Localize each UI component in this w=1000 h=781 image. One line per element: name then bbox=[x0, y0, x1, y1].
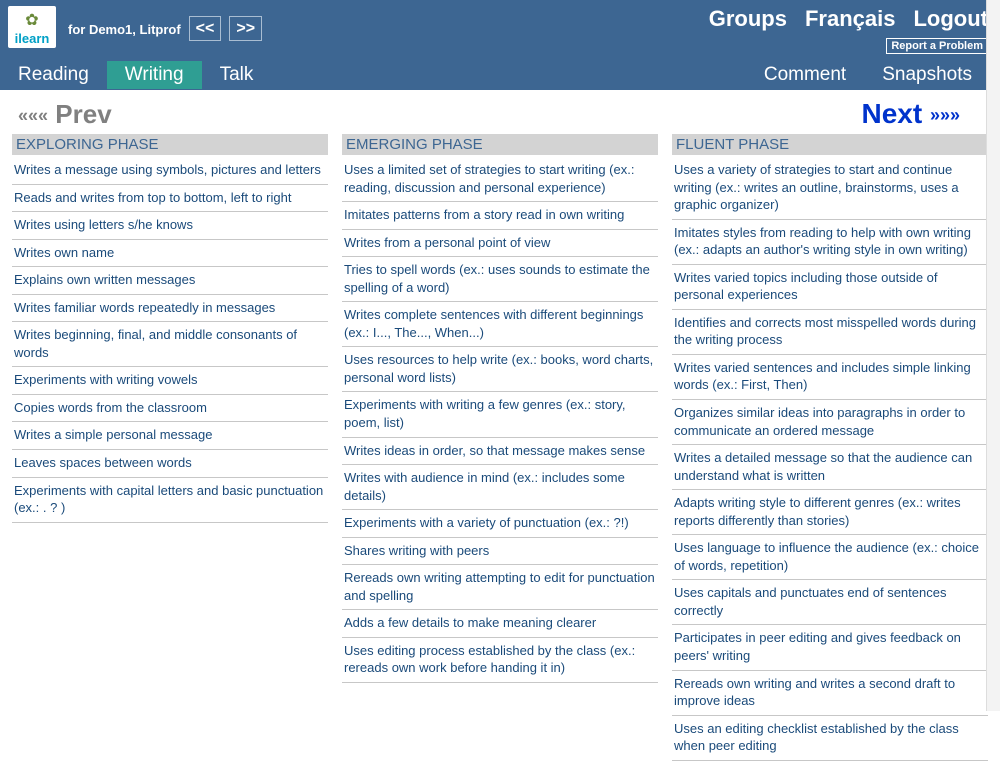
next-arrows-icon: »»» bbox=[930, 105, 960, 125]
list-item[interactable]: Writes varied sentences and includes sim… bbox=[672, 355, 988, 400]
list-item[interactable]: Organizes similar ideas into paragraphs … bbox=[672, 400, 988, 445]
list-item[interactable]: Reads and writes from top to bottom, lef… bbox=[12, 185, 328, 213]
list-item[interactable]: Copies words from the classroom bbox=[12, 395, 328, 423]
list-item[interactable]: Writes complete sentences with different… bbox=[342, 302, 658, 347]
list-item[interactable]: Shares writing with peers bbox=[342, 538, 658, 566]
list-item[interactable]: Rereads own writing and writes a second … bbox=[672, 671, 988, 716]
list-item[interactable]: Imitates patterns from a story read in o… bbox=[342, 202, 658, 230]
list-item[interactable]: Leaves spaces between words bbox=[12, 450, 328, 478]
list-item[interactable]: Uses capitals and punctuates end of sent… bbox=[672, 580, 988, 625]
list-item[interactable]: Participates in peer editing and gives f… bbox=[672, 625, 988, 670]
list-item[interactable]: Writes from a personal point of view bbox=[342, 230, 658, 258]
header-next-button[interactable]: >> bbox=[229, 16, 262, 41]
list-item[interactable]: Writes beginning, final, and middle cons… bbox=[12, 322, 328, 367]
list-item[interactable]: Adds a few details to make meaning clear… bbox=[342, 610, 658, 638]
logo-text: ilearn bbox=[15, 31, 50, 46]
exploring-column: EXPLORING PHASE Writes a message using s… bbox=[12, 134, 328, 761]
header-nav-arrows: << >> bbox=[189, 16, 262, 41]
list-item[interactable]: Experiments with capital letters and bas… bbox=[12, 478, 328, 523]
report-problem-button[interactable]: Report a Problem bbox=[886, 38, 988, 54]
main-tabs: Reading Writing Talk Comment Snapshots bbox=[0, 60, 1000, 90]
tab-reading[interactable]: Reading bbox=[0, 61, 107, 89]
logo-tree-icon: ✿ bbox=[25, 10, 38, 30]
tab-talk[interactable]: Talk bbox=[202, 61, 272, 89]
header-prev-button[interactable]: << bbox=[189, 16, 222, 41]
list-item[interactable]: Uses a variety of strategies to start an… bbox=[672, 157, 988, 220]
list-item[interactable]: Explains own written messages bbox=[12, 267, 328, 295]
tab-comment[interactable]: Comment bbox=[746, 61, 864, 89]
list-item[interactable]: Rereads own writing attempting to edit f… bbox=[342, 565, 658, 610]
scrollbar[interactable] bbox=[986, 0, 1000, 711]
tab-snapshots[interactable]: Snapshots bbox=[864, 61, 1000, 89]
groups-link[interactable]: Groups bbox=[709, 6, 787, 32]
list-item[interactable]: Writes a message using symbols, pictures… bbox=[12, 157, 328, 185]
list-item[interactable]: Identifies and corrects most misspelled … bbox=[672, 310, 988, 355]
list-item[interactable]: Writes a detailed message so that the au… bbox=[672, 445, 988, 490]
emerging-column: EMERGING PHASE Uses a limited set of str… bbox=[342, 134, 658, 761]
prev-button[interactable]: ««« Prev bbox=[18, 99, 112, 130]
list-item[interactable]: Adapts writing style to different genres… bbox=[672, 490, 988, 535]
emerging-items: Uses a limited set of strategies to star… bbox=[342, 157, 658, 683]
fluent-phase-header: FLUENT PHASE bbox=[672, 134, 988, 155]
top-links: Groups Français Logout bbox=[709, 6, 988, 32]
top-header: ✿ ilearn for Demo1, Litprof << >> Groups… bbox=[0, 0, 1000, 60]
list-item[interactable]: Uses editing process established by the … bbox=[342, 638, 658, 683]
logout-link[interactable]: Logout bbox=[913, 6, 988, 32]
list-item[interactable]: Imitates styles from reading to help wit… bbox=[672, 220, 988, 265]
list-item[interactable]: Experiments with writing a few genres (e… bbox=[342, 392, 658, 437]
fluent-items: Uses a variety of strategies to start an… bbox=[672, 157, 988, 761]
tab-writing[interactable]: Writing bbox=[107, 61, 202, 89]
prev-label: Prev bbox=[55, 99, 111, 129]
next-button[interactable]: Next »»» bbox=[861, 98, 960, 130]
current-user-label: for Demo1, Litprof bbox=[68, 22, 181, 37]
list-item[interactable]: Writes ideas in order, so that message m… bbox=[342, 438, 658, 466]
list-item[interactable]: Uses language to influence the audience … bbox=[672, 535, 988, 580]
exploring-items: Writes a message using symbols, pictures… bbox=[12, 157, 328, 523]
list-item[interactable]: Experiments with writing vowels bbox=[12, 367, 328, 395]
list-item[interactable]: Uses a limited set of strategies to star… bbox=[342, 157, 658, 202]
list-item[interactable]: Tries to spell words (ex.: uses sounds t… bbox=[342, 257, 658, 302]
list-item[interactable]: Writes using letters s/he knows bbox=[12, 212, 328, 240]
list-item[interactable]: Uses an editing checklist established by… bbox=[672, 716, 988, 761]
list-item[interactable]: Writes own name bbox=[12, 240, 328, 268]
fluent-column: FLUENT PHASE Uses a variety of strategie… bbox=[672, 134, 988, 761]
list-item[interactable]: Experiments with a variety of punctuatio… bbox=[342, 510, 658, 538]
phase-columns: EXPLORING PHASE Writes a message using s… bbox=[0, 134, 1000, 781]
list-item[interactable]: Uses resources to help write (ex.: books… bbox=[342, 347, 658, 392]
exploring-phase-header: EXPLORING PHASE bbox=[12, 134, 328, 155]
list-item[interactable]: Writes varied topics including those out… bbox=[672, 265, 988, 310]
next-label: Next bbox=[861, 98, 922, 129]
logo[interactable]: ✿ ilearn bbox=[8, 6, 56, 48]
list-item[interactable]: Writes with audience in mind (ex.: inclu… bbox=[342, 465, 658, 510]
list-item[interactable]: Writes familiar words repeatedly in mess… bbox=[12, 295, 328, 323]
pager: ««« Prev Next »»» bbox=[0, 90, 1000, 134]
list-item[interactable]: Writes a simple personal message bbox=[12, 422, 328, 450]
emerging-phase-header: EMERGING PHASE bbox=[342, 134, 658, 155]
prev-arrows-icon: ««« bbox=[18, 105, 48, 125]
francais-link[interactable]: Français bbox=[805, 6, 896, 32]
